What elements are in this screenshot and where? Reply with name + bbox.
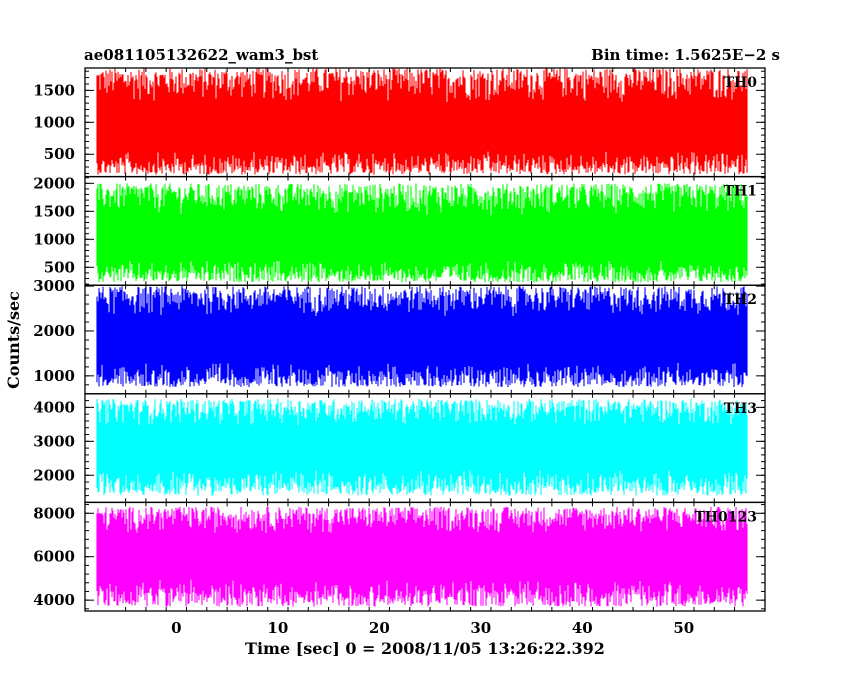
y-tick-label: 1000 <box>33 113 75 131</box>
x-axis-label: Time [sec] 0 = 2008/11/05 13:26:22.392 <box>245 639 605 658</box>
y-tick-label: 4000 <box>33 591 75 609</box>
series-trace-th1 <box>96 183 748 283</box>
panel-label: TH1 <box>724 184 757 200</box>
y-tick-label: 1000 <box>33 230 75 248</box>
x-tick-label: 30 <box>470 619 491 637</box>
y-tick-label: 2000 <box>33 174 75 192</box>
panel-th3: 2000 3000 4000 TH3 <box>33 393 766 504</box>
x-tick-label: 0 <box>171 619 181 637</box>
y-tick-label: 6000 <box>33 548 75 566</box>
series-trace-th2 <box>96 286 748 387</box>
x-tick-label: 50 <box>673 619 694 637</box>
y-axis-label: Counts/sec <box>4 291 23 389</box>
y-tick-label: 8000 <box>33 504 75 522</box>
y-tick-label: 2000 <box>33 466 75 484</box>
chart-title: ae081105132622_wam3_bst <box>84 46 318 64</box>
panel-th2: 1000 2000 3000 TH2 <box>33 277 766 395</box>
panel-th0: 500 1000 1500 TH0 <box>33 67 766 178</box>
y-tick-label: 1500 <box>33 202 75 220</box>
panel-label: TH0 <box>724 75 758 91</box>
panel-label: TH0123 <box>694 509 757 525</box>
y-tick-label: 3000 <box>33 277 75 295</box>
y-tick-label: 1500 <box>33 81 75 99</box>
series-trace-th0 <box>96 68 748 175</box>
x-tick-label: 40 <box>572 619 593 637</box>
panel-th0123: 4000 6000 8000 TH0123 <box>33 501 766 612</box>
y-tick-label: 500 <box>44 145 75 163</box>
x-tick-label: 10 <box>267 619 288 637</box>
panel-label: TH3 <box>724 401 757 417</box>
y-tick-label: 500 <box>44 258 75 276</box>
panel-th1: 500 1000 1500 2000 TH1 <box>33 174 766 286</box>
y-tick-label: 4000 <box>33 398 75 416</box>
y-tick-label: 2000 <box>33 322 75 340</box>
x-tick-label: 20 <box>369 619 390 637</box>
y-tick-label: 1000 <box>33 367 75 385</box>
series-trace-th0123 <box>96 506 748 607</box>
series-trace-th3 <box>96 398 748 496</box>
panel-label: TH2 <box>724 292 757 308</box>
chart-subtitle: Bin time: 1.5625E−2 s <box>591 46 780 64</box>
y-tick-label: 3000 <box>33 432 75 450</box>
